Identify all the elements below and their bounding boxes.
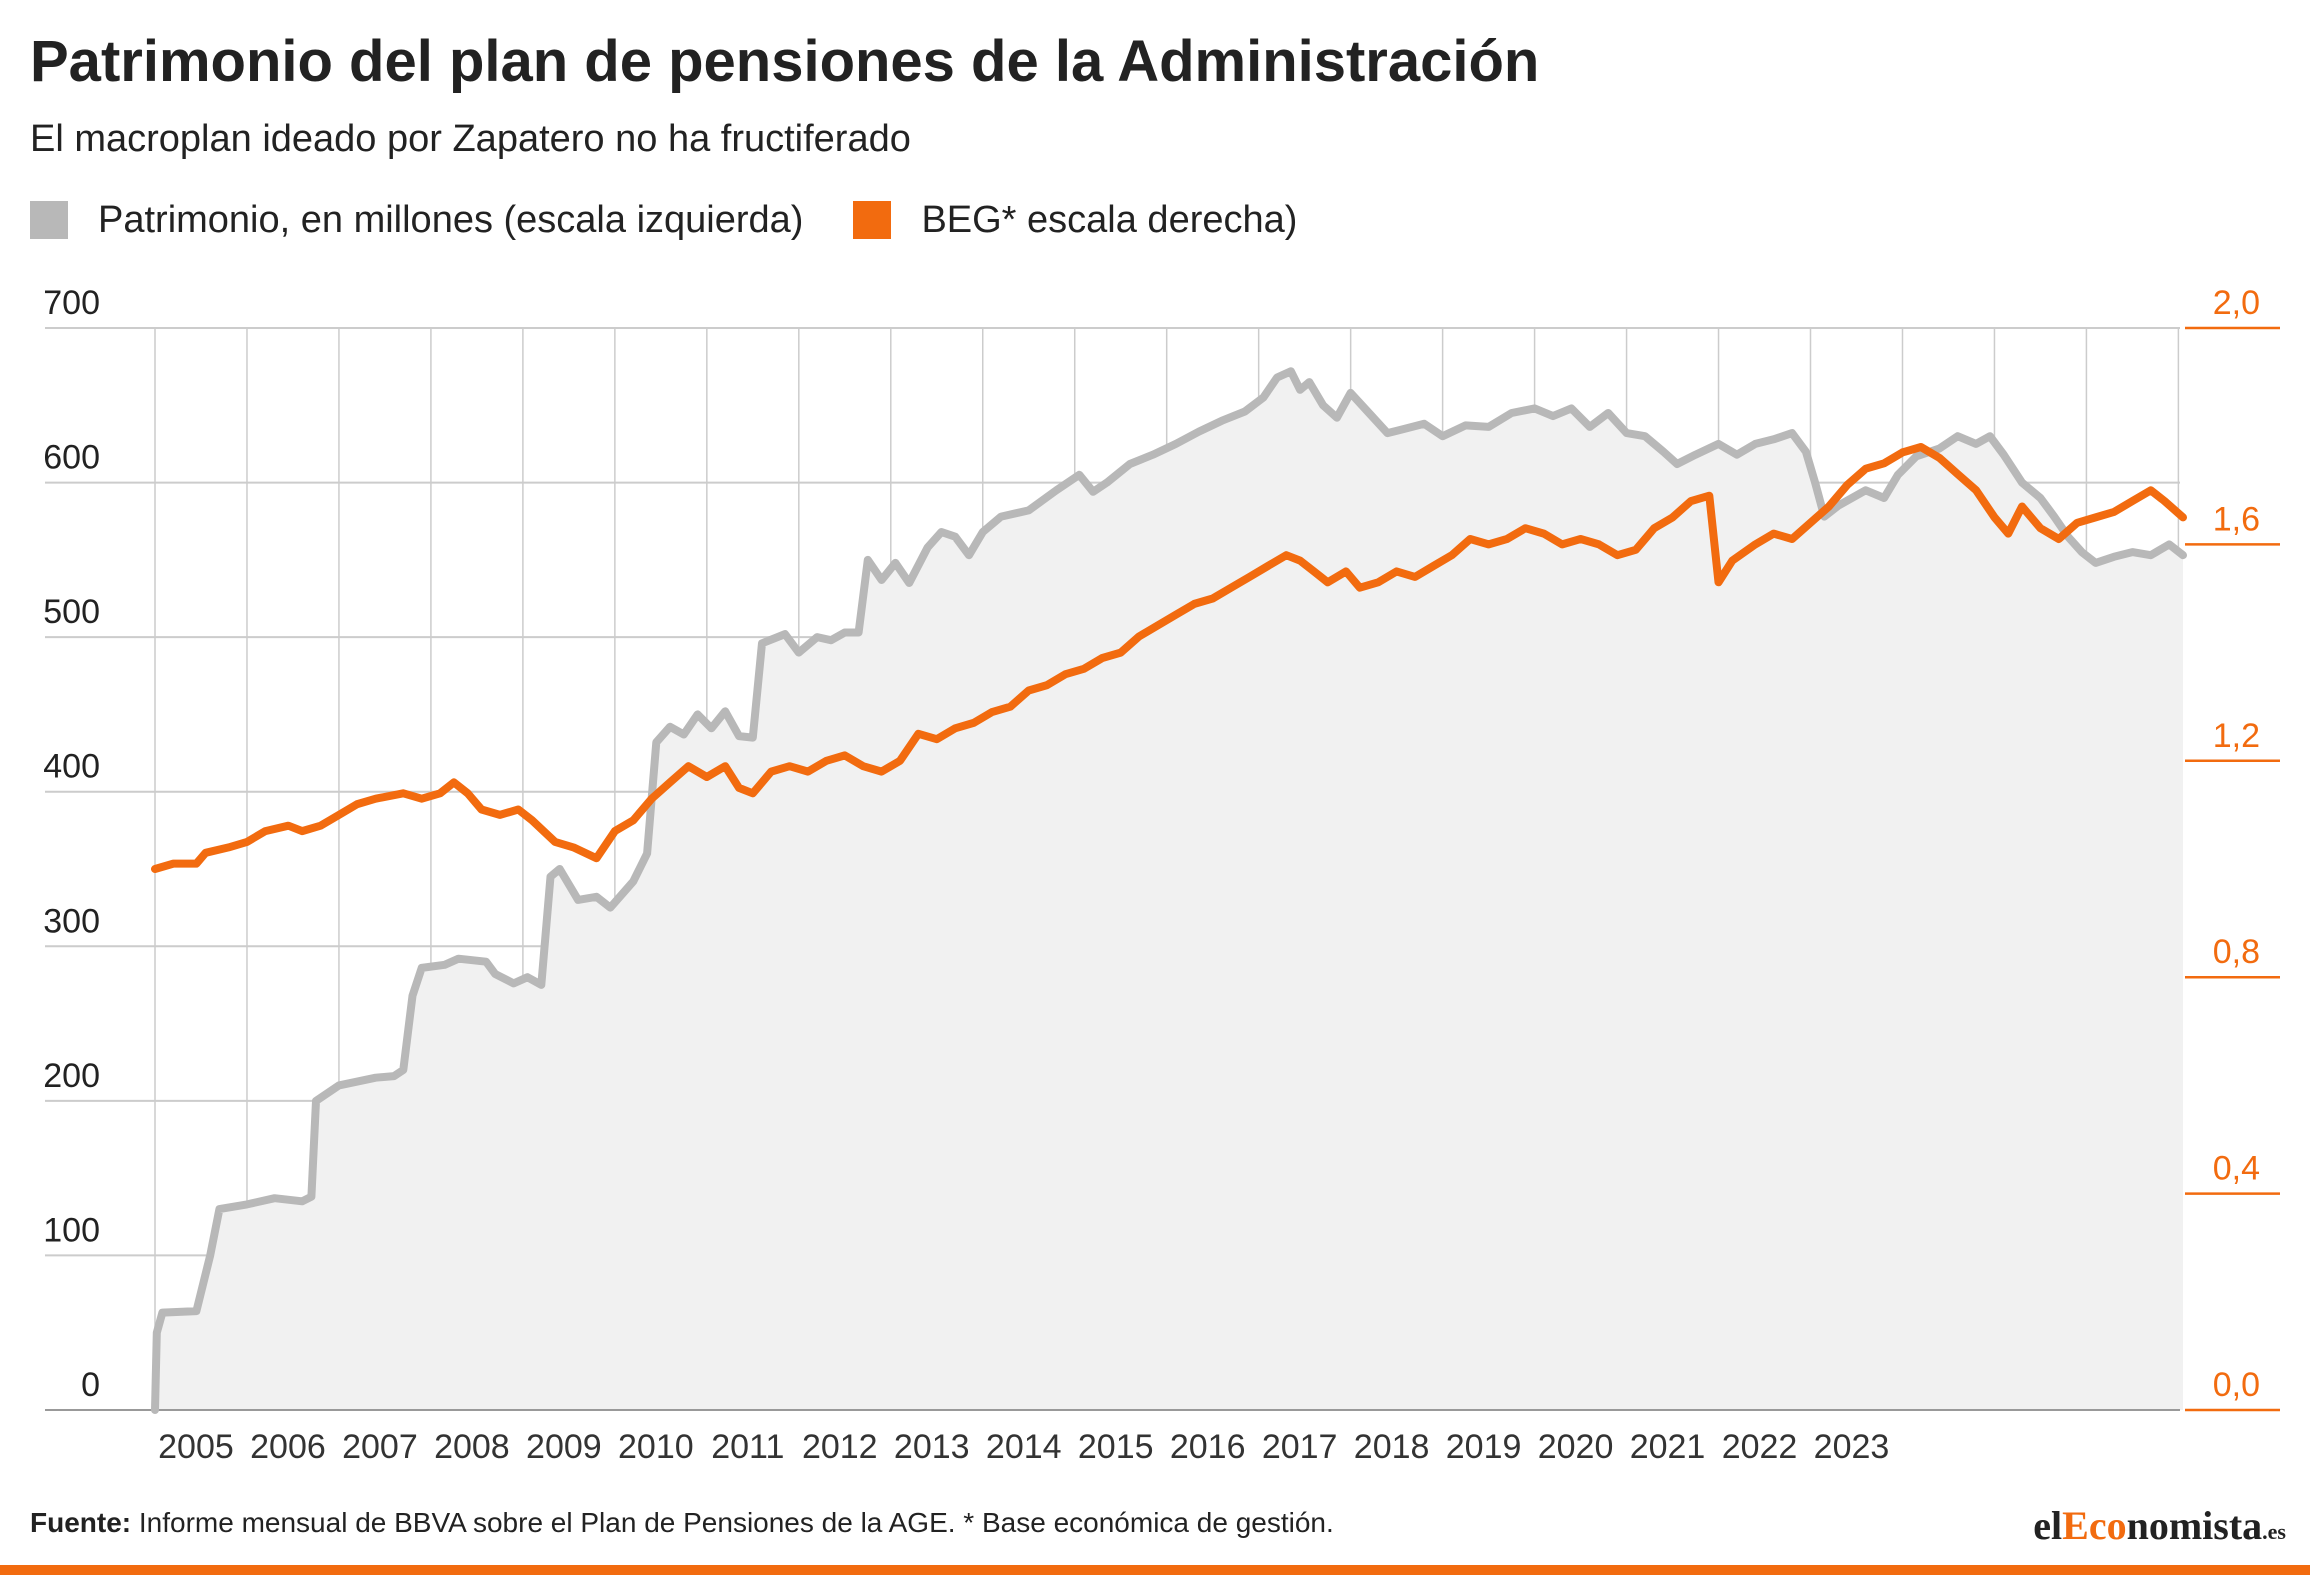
x-tick-label: 2021 bbox=[1630, 1428, 1706, 1466]
chart-subtitle: El macroplan ideado por Zapatero no ha f… bbox=[30, 118, 911, 160]
x-tick-label: 2023 bbox=[1814, 1428, 1890, 1466]
y-left-tick-label: 400 bbox=[43, 748, 100, 786]
y-right-tick-label: 2,0 bbox=[2213, 284, 2260, 322]
x-tick-label: 2022 bbox=[1722, 1428, 1798, 1466]
x-tick-label: 2011 bbox=[711, 1428, 784, 1466]
axes-layer bbox=[45, 326, 2280, 1412]
series-line-beg bbox=[151, 443, 2187, 873]
chart-title: Patrimonio del plan de pensiones de la A… bbox=[30, 29, 1540, 94]
source-text: Informe mensual de BBVA sobre el Plan de… bbox=[131, 1507, 1334, 1538]
x-tick-label: 2018 bbox=[1354, 1428, 1430, 1466]
y-right-tick-label: 0,8 bbox=[2213, 933, 2260, 971]
x-tick-label: 2020 bbox=[1538, 1428, 1614, 1466]
series-area-patrimonio bbox=[155, 371, 2183, 1410]
y-right-tick-label: 0,4 bbox=[2213, 1150, 2260, 1188]
y-right-tick-label: 1,6 bbox=[2213, 500, 2260, 538]
brand-tld: .es bbox=[2262, 1519, 2286, 1544]
bottom-accent-bar bbox=[0, 1565, 2310, 1575]
x-tick-label: 2007 bbox=[342, 1428, 418, 1466]
x-tick-label: 2006 bbox=[250, 1428, 326, 1466]
y-right-tick-label: 0,0 bbox=[2213, 1366, 2260, 1404]
legend-item-patrimonio: Patrimonio, en millones (escala izquierd… bbox=[30, 199, 803, 242]
brand-prefix: el bbox=[2033, 1503, 2063, 1548]
labels-layer: 0 100 200 300 400 500 600 700 0,0 0,4 0,8 1,2 1,6 2,0… bbox=[43, 284, 2260, 1466]
x-tick-label: 2019 bbox=[1446, 1428, 1522, 1466]
y-left-tick-label: 300 bbox=[43, 902, 100, 940]
x-tick-label: 2005 bbox=[158, 1428, 234, 1466]
legend-label-patrimonio: Patrimonio, en millones (escala izquierd… bbox=[98, 198, 804, 241]
y-left-tick-label: 500 bbox=[43, 593, 100, 631]
y-left-tick-label: 200 bbox=[43, 1057, 100, 1095]
x-tick-label: 2010 bbox=[618, 1428, 694, 1466]
y-left-tick-label: 0 bbox=[81, 1366, 100, 1404]
series-line-patrimonio bbox=[151, 367, 2187, 1414]
y-right-tick-label: 1,2 bbox=[2213, 717, 2260, 755]
y-left-tick-label: 600 bbox=[43, 439, 100, 477]
x-tick-label: 2013 bbox=[894, 1428, 970, 1466]
y-left-tick-label: 700 bbox=[43, 284, 100, 322]
x-tick-label: 2015 bbox=[1078, 1428, 1154, 1466]
legend: Patrimonio, en millones (escala izquierd… bbox=[30, 190, 1347, 250]
legend-item-beg: BEG* escala derecha) bbox=[853, 199, 1297, 242]
x-tick-label: 2012 bbox=[802, 1428, 878, 1466]
x-tick-label: 2008 bbox=[434, 1428, 510, 1466]
line-chart: 0 100 200 300 400 500 600 700 0,0 0,4 0,8 1,2 1,6 2,0… bbox=[43, 284, 2280, 1466]
x-tick-label: 2009 bbox=[526, 1428, 602, 1466]
brand-suffix: nomista bbox=[2126, 1503, 2263, 1548]
source-note: Fuente: Informe mensual de BBVA sobre el… bbox=[30, 1507, 1334, 1539]
x-tick-label: 2014 bbox=[986, 1428, 1062, 1466]
brand-logo: elEconomista.es bbox=[2033, 1502, 2286, 1549]
source-label: Fuente: bbox=[30, 1507, 132, 1538]
brand-accent: Eco bbox=[2062, 1503, 2127, 1548]
legend-swatch-beg bbox=[853, 201, 892, 239]
x-tick-label: 2017 bbox=[1262, 1428, 1338, 1466]
y-left-tick-label: 100 bbox=[43, 1211, 100, 1249]
x-tick-label: 2016 bbox=[1170, 1428, 1246, 1466]
legend-swatch-patrimonio bbox=[30, 201, 68, 239]
lines-layer bbox=[151, 367, 2187, 1414]
legend-label-beg: BEG* escala derecha) bbox=[921, 198, 1298, 241]
area-layer bbox=[155, 371, 2183, 1410]
